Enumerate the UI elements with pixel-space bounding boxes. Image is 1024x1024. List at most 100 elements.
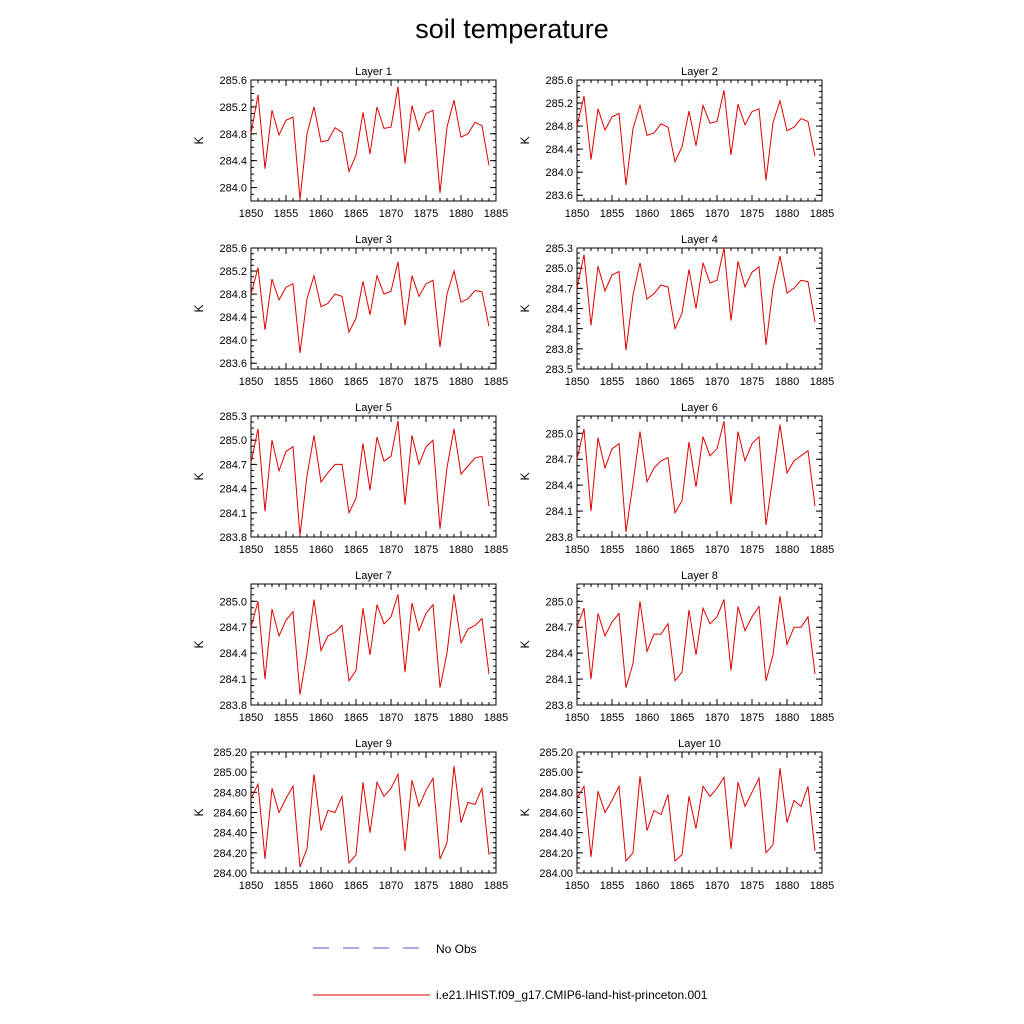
x-tick-label: 1865 xyxy=(344,880,368,892)
x-tick-label: 1860 xyxy=(309,880,333,892)
y-tick-label: 284.60 xyxy=(213,808,247,820)
panel-title: Layer 10 xyxy=(678,738,721,750)
panel-layer-7: Layer 7 K 1850 1855 1860 1865 1870 1875 1880 1885… xyxy=(192,570,508,724)
y-tick-label: 284.1 xyxy=(219,508,247,520)
x-tick-label: 1885 xyxy=(484,376,508,388)
x-tick-label: 1885 xyxy=(810,208,834,220)
plot-frame xyxy=(250,247,497,370)
y-tick-label: 283.6 xyxy=(545,190,573,202)
x-tick-label: 1880 xyxy=(449,208,473,220)
x-tick-label: 1870 xyxy=(705,712,729,724)
x-tick-label: 1875 xyxy=(740,208,764,220)
series-line xyxy=(250,594,490,695)
y-axis-label: K xyxy=(192,808,206,816)
y-tick-label: 285.3 xyxy=(219,411,247,423)
y-axis-label: K xyxy=(192,472,206,480)
y-tick-label: 284.80 xyxy=(213,787,247,799)
series-line xyxy=(250,420,490,536)
panel-layer-10: Layer 10 K 1850 1855 1860 1865 1870 1875 1880 188… xyxy=(518,738,834,892)
plot-frame xyxy=(250,79,497,202)
panel-layer-6: Layer 6 K 1850 1855 1860 1865 1870 1875 1880 1885… xyxy=(518,402,834,556)
x-tick-label: 1875 xyxy=(740,544,764,556)
y-tick-label: 284.7 xyxy=(545,622,573,634)
y-tick-label: 284.8 xyxy=(219,289,247,301)
x-tick-label: 1885 xyxy=(810,544,834,556)
x-tick-label: 1850 xyxy=(565,880,589,892)
x-tick-label: 1875 xyxy=(740,712,764,724)
y-tick-label: 284.00 xyxy=(539,868,573,880)
y-tick-label: 284.8 xyxy=(545,121,573,133)
x-tick-label: 1865 xyxy=(670,880,694,892)
y-tick-label: 285.6 xyxy=(219,243,247,255)
x-tick-label: 1855 xyxy=(600,544,624,556)
x-tick-label: 1880 xyxy=(775,880,799,892)
y-tick-label: 284.4 xyxy=(545,648,573,660)
x-tick-label: 1850 xyxy=(239,544,263,556)
y-tick-label: 284.4 xyxy=(545,480,573,492)
x-tick-label: 1870 xyxy=(379,544,403,556)
y-tick-label: 284.00 xyxy=(213,868,247,880)
x-tick-label: 1885 xyxy=(484,880,508,892)
panel-layer-2: Layer 2 K 1850 1855 1860 1865 1870 1875 1880 1885… xyxy=(518,66,834,220)
y-tick-label: 284.4 xyxy=(219,312,247,324)
x-tick-label: 1880 xyxy=(775,376,799,388)
y-tick-label: 284.4 xyxy=(219,648,247,660)
x-tick-label: 1885 xyxy=(484,712,508,724)
y-axis-label: K xyxy=(518,472,532,480)
y-axis-label: K xyxy=(192,640,206,648)
y-axis-label: K xyxy=(518,808,532,816)
y-tick-label: 284.8 xyxy=(219,129,247,141)
y-tick-label: 285.0 xyxy=(545,428,573,440)
y-tick-label: 284.20 xyxy=(213,848,247,860)
x-tick-label: 1865 xyxy=(344,544,368,556)
y-tick-label: 284.1 xyxy=(545,506,573,518)
panel-layer-8: Layer 8 K 1850 1855 1860 1865 1870 1875 1880 1885… xyxy=(518,570,834,724)
x-tick-label: 1870 xyxy=(705,376,729,388)
y-axis-label: K xyxy=(192,304,206,312)
series-line xyxy=(250,86,490,200)
x-tick-label: 1850 xyxy=(565,208,589,220)
y-tick-label: 285.20 xyxy=(213,747,247,759)
series-line xyxy=(576,421,816,532)
y-tick-label: 285.3 xyxy=(545,243,573,255)
x-tick-label: 1865 xyxy=(344,376,368,388)
panel-layer-4: Layer 4 K 1850 1855 1860 1865 1870 1875 1880 1885… xyxy=(518,234,834,388)
x-tick-label: 1855 xyxy=(600,880,624,892)
x-tick-label: 1870 xyxy=(705,208,729,220)
series-line xyxy=(576,768,816,863)
x-tick-label: 1860 xyxy=(635,208,659,220)
y-tick-label: 284.7 xyxy=(545,283,573,295)
x-tick-label: 1860 xyxy=(635,880,659,892)
y-tick-label: 283.5 xyxy=(545,364,573,376)
x-tick-label: 1870 xyxy=(379,376,403,388)
x-tick-label: 1865 xyxy=(670,208,694,220)
y-tick-label: 285.2 xyxy=(219,266,247,278)
x-tick-label: 1855 xyxy=(600,712,624,724)
x-tick-label: 1875 xyxy=(414,712,438,724)
y-tick-label: 285.0 xyxy=(545,263,573,275)
y-tick-label: 284.4 xyxy=(219,156,247,168)
panel-layer-3: Layer 3 K 1850 1855 1860 1865 1870 1875 1880 1885… xyxy=(192,234,508,388)
y-axis-label: K xyxy=(518,640,532,648)
y-tick-label: 284.7 xyxy=(219,459,247,471)
panel-title: Layer 6 xyxy=(681,402,718,414)
x-tick-label: 1860 xyxy=(309,544,333,556)
x-tick-label: 1880 xyxy=(775,544,799,556)
y-axis-label: K xyxy=(192,136,206,144)
x-tick-label: 1865 xyxy=(670,544,694,556)
x-tick-label: 1865 xyxy=(670,712,694,724)
panel-layer-1: Layer 1 K 1850 1855 1860 1865 1870 1875 1880 1885… xyxy=(192,66,508,220)
x-tick-label: 1885 xyxy=(484,544,508,556)
y-tick-label: 285.0 xyxy=(545,596,573,608)
page-title: soil temperature xyxy=(415,14,609,44)
y-tick-label: 284.0 xyxy=(545,167,573,179)
x-tick-label: 1885 xyxy=(810,712,834,724)
panel-title: Layer 1 xyxy=(355,66,392,78)
panel-title: Layer 9 xyxy=(355,738,392,750)
y-tick-label: 284.7 xyxy=(219,622,247,634)
x-tick-label: 1855 xyxy=(274,544,298,556)
plot-frame xyxy=(576,247,823,370)
series-line xyxy=(250,766,490,868)
x-tick-label: 1855 xyxy=(600,208,624,220)
